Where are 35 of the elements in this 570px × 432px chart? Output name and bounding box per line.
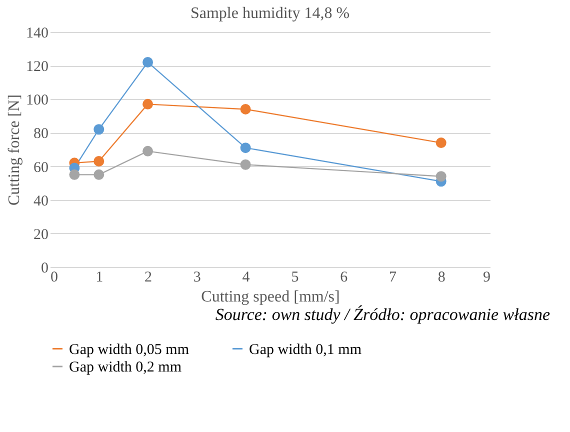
legend-label: Gap width 0,2 mm <box>69 360 182 376</box>
legend-label: Gap width 0,05 mm <box>69 342 190 358</box>
y-tick-label: 60 <box>34 160 48 176</box>
legend-label: Gap width 0,1 mm <box>249 342 362 358</box>
y-tick-label: 20 <box>34 226 48 243</box>
point <box>240 142 251 154</box>
point <box>69 169 80 180</box>
point <box>240 159 251 170</box>
point <box>94 156 104 166</box>
point <box>142 98 154 110</box>
x-tick-label: 1 <box>96 270 104 286</box>
point <box>436 171 446 182</box>
chart-title: Sample humidity 14,8 % <box>190 5 350 22</box>
y-tick-label: 140 <box>26 26 48 42</box>
x-tick-label: 5 <box>291 270 299 286</box>
x-tick-label: 4 <box>242 270 250 286</box>
y-tick-label: 100 <box>26 92 48 109</box>
source-note: Source: own study / Źródło: opracowanie własne <box>215 305 550 324</box>
y-tick-label: 120 <box>26 59 48 76</box>
x-tick-label: 9 <box>483 270 490 286</box>
x-tick-label: 6 <box>340 270 348 286</box>
point <box>94 124 104 135</box>
y-axis-title: Cutting force [N] <box>6 94 23 206</box>
x-axis-title: Cutting speed [mm/s] <box>201 288 340 306</box>
x-tick-label: 8 <box>438 270 446 286</box>
point <box>142 146 154 156</box>
point <box>436 138 446 148</box>
point <box>240 104 251 114</box>
point <box>94 169 104 180</box>
y-tick-label: 80 <box>34 126 48 142</box>
x-tick-label: 3 <box>193 270 201 286</box>
x-tick-label: 2 <box>144 270 152 286</box>
point <box>142 56 154 68</box>
y-tick-label: 40 <box>34 193 48 210</box>
x-tick-label: 7 <box>388 270 397 286</box>
